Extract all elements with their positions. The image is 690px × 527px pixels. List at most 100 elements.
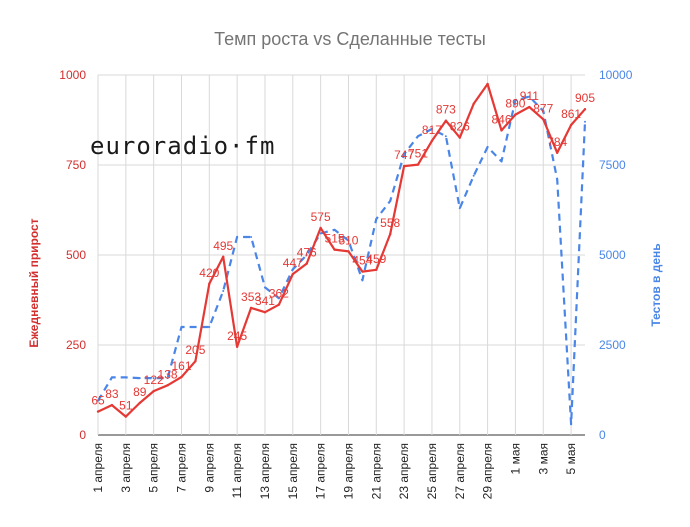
x-tick-label: 13 апреля <box>258 443 272 499</box>
series-line-growth <box>97 82 586 418</box>
data-point-growth <box>180 375 183 379</box>
x-tick-label: 5 апреля <box>147 443 161 493</box>
data-label: 245 <box>227 329 247 343</box>
data-label: 138 <box>158 367 178 381</box>
data-point-growth <box>389 232 392 236</box>
data-point-growth <box>124 415 128 418</box>
data-point-tests <box>542 110 545 112</box>
data-point-growth <box>500 129 503 132</box>
x-tick-label: 11 апреля <box>230 443 244 498</box>
x-tick-label: 23 апреля <box>397 443 411 499</box>
data-point-growth <box>208 282 211 285</box>
data-point-growth <box>416 163 420 166</box>
data-label: 341 <box>255 294 275 308</box>
x-tick-label: 7 апреля <box>174 443 188 493</box>
left-tick-label: 750 <box>66 158 86 172</box>
data-point-growth <box>166 384 169 387</box>
data-point-tests <box>514 99 517 102</box>
data-point-tests <box>333 228 336 231</box>
data-point-tests <box>236 236 239 238</box>
right-tick-label: 10000 <box>599 68 633 82</box>
series-line-tests <box>97 95 587 426</box>
watermark-logo: euroradio·fm <box>90 132 274 160</box>
data-point-growth <box>375 268 378 271</box>
data-point-growth <box>152 389 155 393</box>
data-point-tests <box>444 135 447 138</box>
data-point-growth <box>333 248 336 251</box>
data-label: 911 <box>520 89 539 103</box>
data-label: 362 <box>269 287 289 301</box>
data-point-tests <box>417 135 420 138</box>
data-point-tests <box>556 178 559 181</box>
data-point-growth <box>430 139 434 143</box>
right-tick-label: 2500 <box>599 338 626 352</box>
x-tick-label: 19 апреля <box>341 443 355 499</box>
chart-title: Темп роста vs Сделанные тесты <box>214 29 486 49</box>
left-axis-ticks: 0 250 500 750 1000 <box>59 68 86 442</box>
data-point-growth <box>458 136 461 139</box>
data-point-growth <box>194 360 197 363</box>
series-tests-per-day <box>97 95 587 426</box>
right-tick-label: 7500 <box>599 158 626 172</box>
data-label: 476 <box>297 246 317 260</box>
data-point-tests <box>208 326 211 328</box>
x-tick-label: 5 мая <box>564 443 578 474</box>
x-tick-label: 9 апреля <box>202 443 216 493</box>
data-point-tests <box>138 377 141 380</box>
x-tick-label: 15 апреля <box>286 443 300 499</box>
data-point-growth <box>138 401 141 405</box>
data-label: 873 <box>436 103 456 117</box>
data-label: 51 <box>119 399 133 413</box>
data-point-tests <box>570 423 573 426</box>
data-label: 905 <box>575 91 595 105</box>
data-label: 751 <box>408 147 428 161</box>
x-tick-label: 21 апреля <box>369 443 383 499</box>
data-label: 89 <box>133 385 147 399</box>
data-label: 575 <box>311 210 331 224</box>
data-label: 459 <box>366 252 386 266</box>
data-point-tests <box>222 290 225 292</box>
data-point-tests <box>180 326 183 328</box>
data-point-growth <box>291 272 294 276</box>
left-tick-label: 0 <box>79 428 86 442</box>
data-point-tests <box>375 218 378 220</box>
left-tick-label: 1000 <box>59 68 86 82</box>
series-daily-growth <box>96 82 587 418</box>
data-point-growth <box>486 82 489 86</box>
data-point-tests <box>305 254 308 256</box>
data-point-growth <box>555 151 559 154</box>
data-point-growth <box>222 255 225 258</box>
left-tick-label: 250 <box>66 338 86 352</box>
data-point-tests <box>403 153 406 156</box>
data-point-tests <box>166 377 169 380</box>
right-tick-label: 5000 <box>599 248 626 262</box>
data-point-tests <box>361 279 364 282</box>
x-tick-label: 27 апреля <box>453 443 467 499</box>
data-point-tests <box>124 376 127 379</box>
x-tick-label: 17 апреля <box>314 443 328 499</box>
data-label: 495 <box>213 239 233 253</box>
x-tick-label: 29 апреля <box>481 443 495 499</box>
data-label: 420 <box>199 266 219 280</box>
data-point-growth <box>96 410 100 413</box>
data-point-growth <box>277 303 281 306</box>
data-label: 877 <box>533 101 553 115</box>
data-label: 747 <box>394 148 414 162</box>
data-point-growth <box>361 270 364 273</box>
data-label: 510 <box>338 233 358 247</box>
data-point-tests <box>110 376 113 379</box>
data-label: 784 <box>547 135 567 149</box>
left-tick-label: 500 <box>66 248 86 262</box>
data-point-growth <box>110 403 114 407</box>
data-point-tests <box>319 232 322 235</box>
data-label: 515 <box>325 232 345 246</box>
data-point-tests <box>277 297 280 300</box>
right-tick-label: 0 <box>599 428 606 442</box>
data-point-growth <box>583 108 587 111</box>
right-axis-label: Тестов в день <box>649 243 663 326</box>
data-label: 890 <box>505 97 525 111</box>
data-point-growth <box>528 105 531 109</box>
data-label: 65 <box>91 394 105 408</box>
data-point-growth <box>514 113 517 116</box>
